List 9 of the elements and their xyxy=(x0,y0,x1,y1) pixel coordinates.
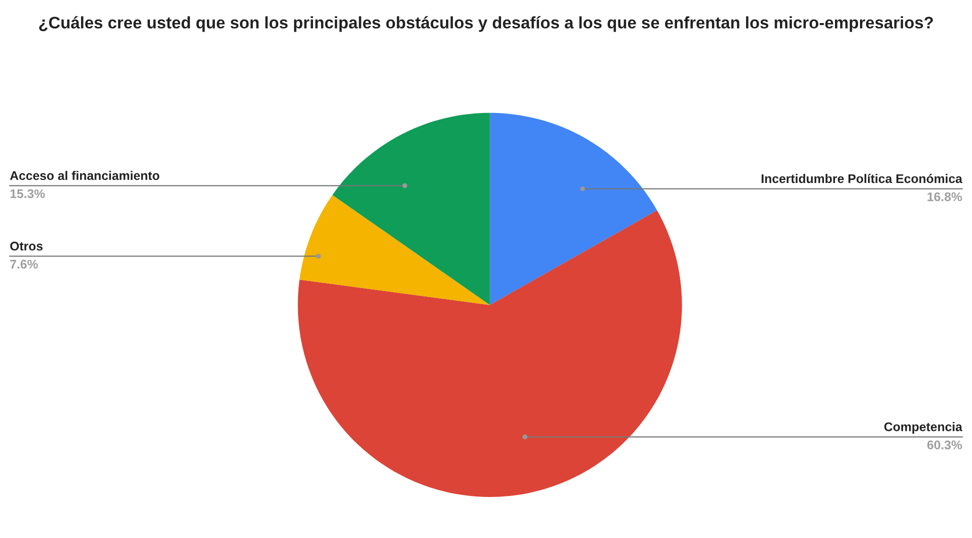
slice-label: Competencia xyxy=(884,422,962,434)
slice-label: Otros xyxy=(10,242,43,251)
data-label: 15.3% xyxy=(10,189,45,198)
slice-label: Incertidumbre Política Económica xyxy=(762,174,962,184)
data-label: 16.8% xyxy=(928,192,962,202)
chart-title: ¿Cuáles cree usted que son los principales obstáculos y desafíos a los que se enfrentan los micro-empresarios? xyxy=(39,16,933,32)
data-label: 7.6% xyxy=(10,260,38,269)
data-label: 60.3% xyxy=(927,440,962,450)
slice-label: Acceso al financiamiento xyxy=(10,170,160,180)
